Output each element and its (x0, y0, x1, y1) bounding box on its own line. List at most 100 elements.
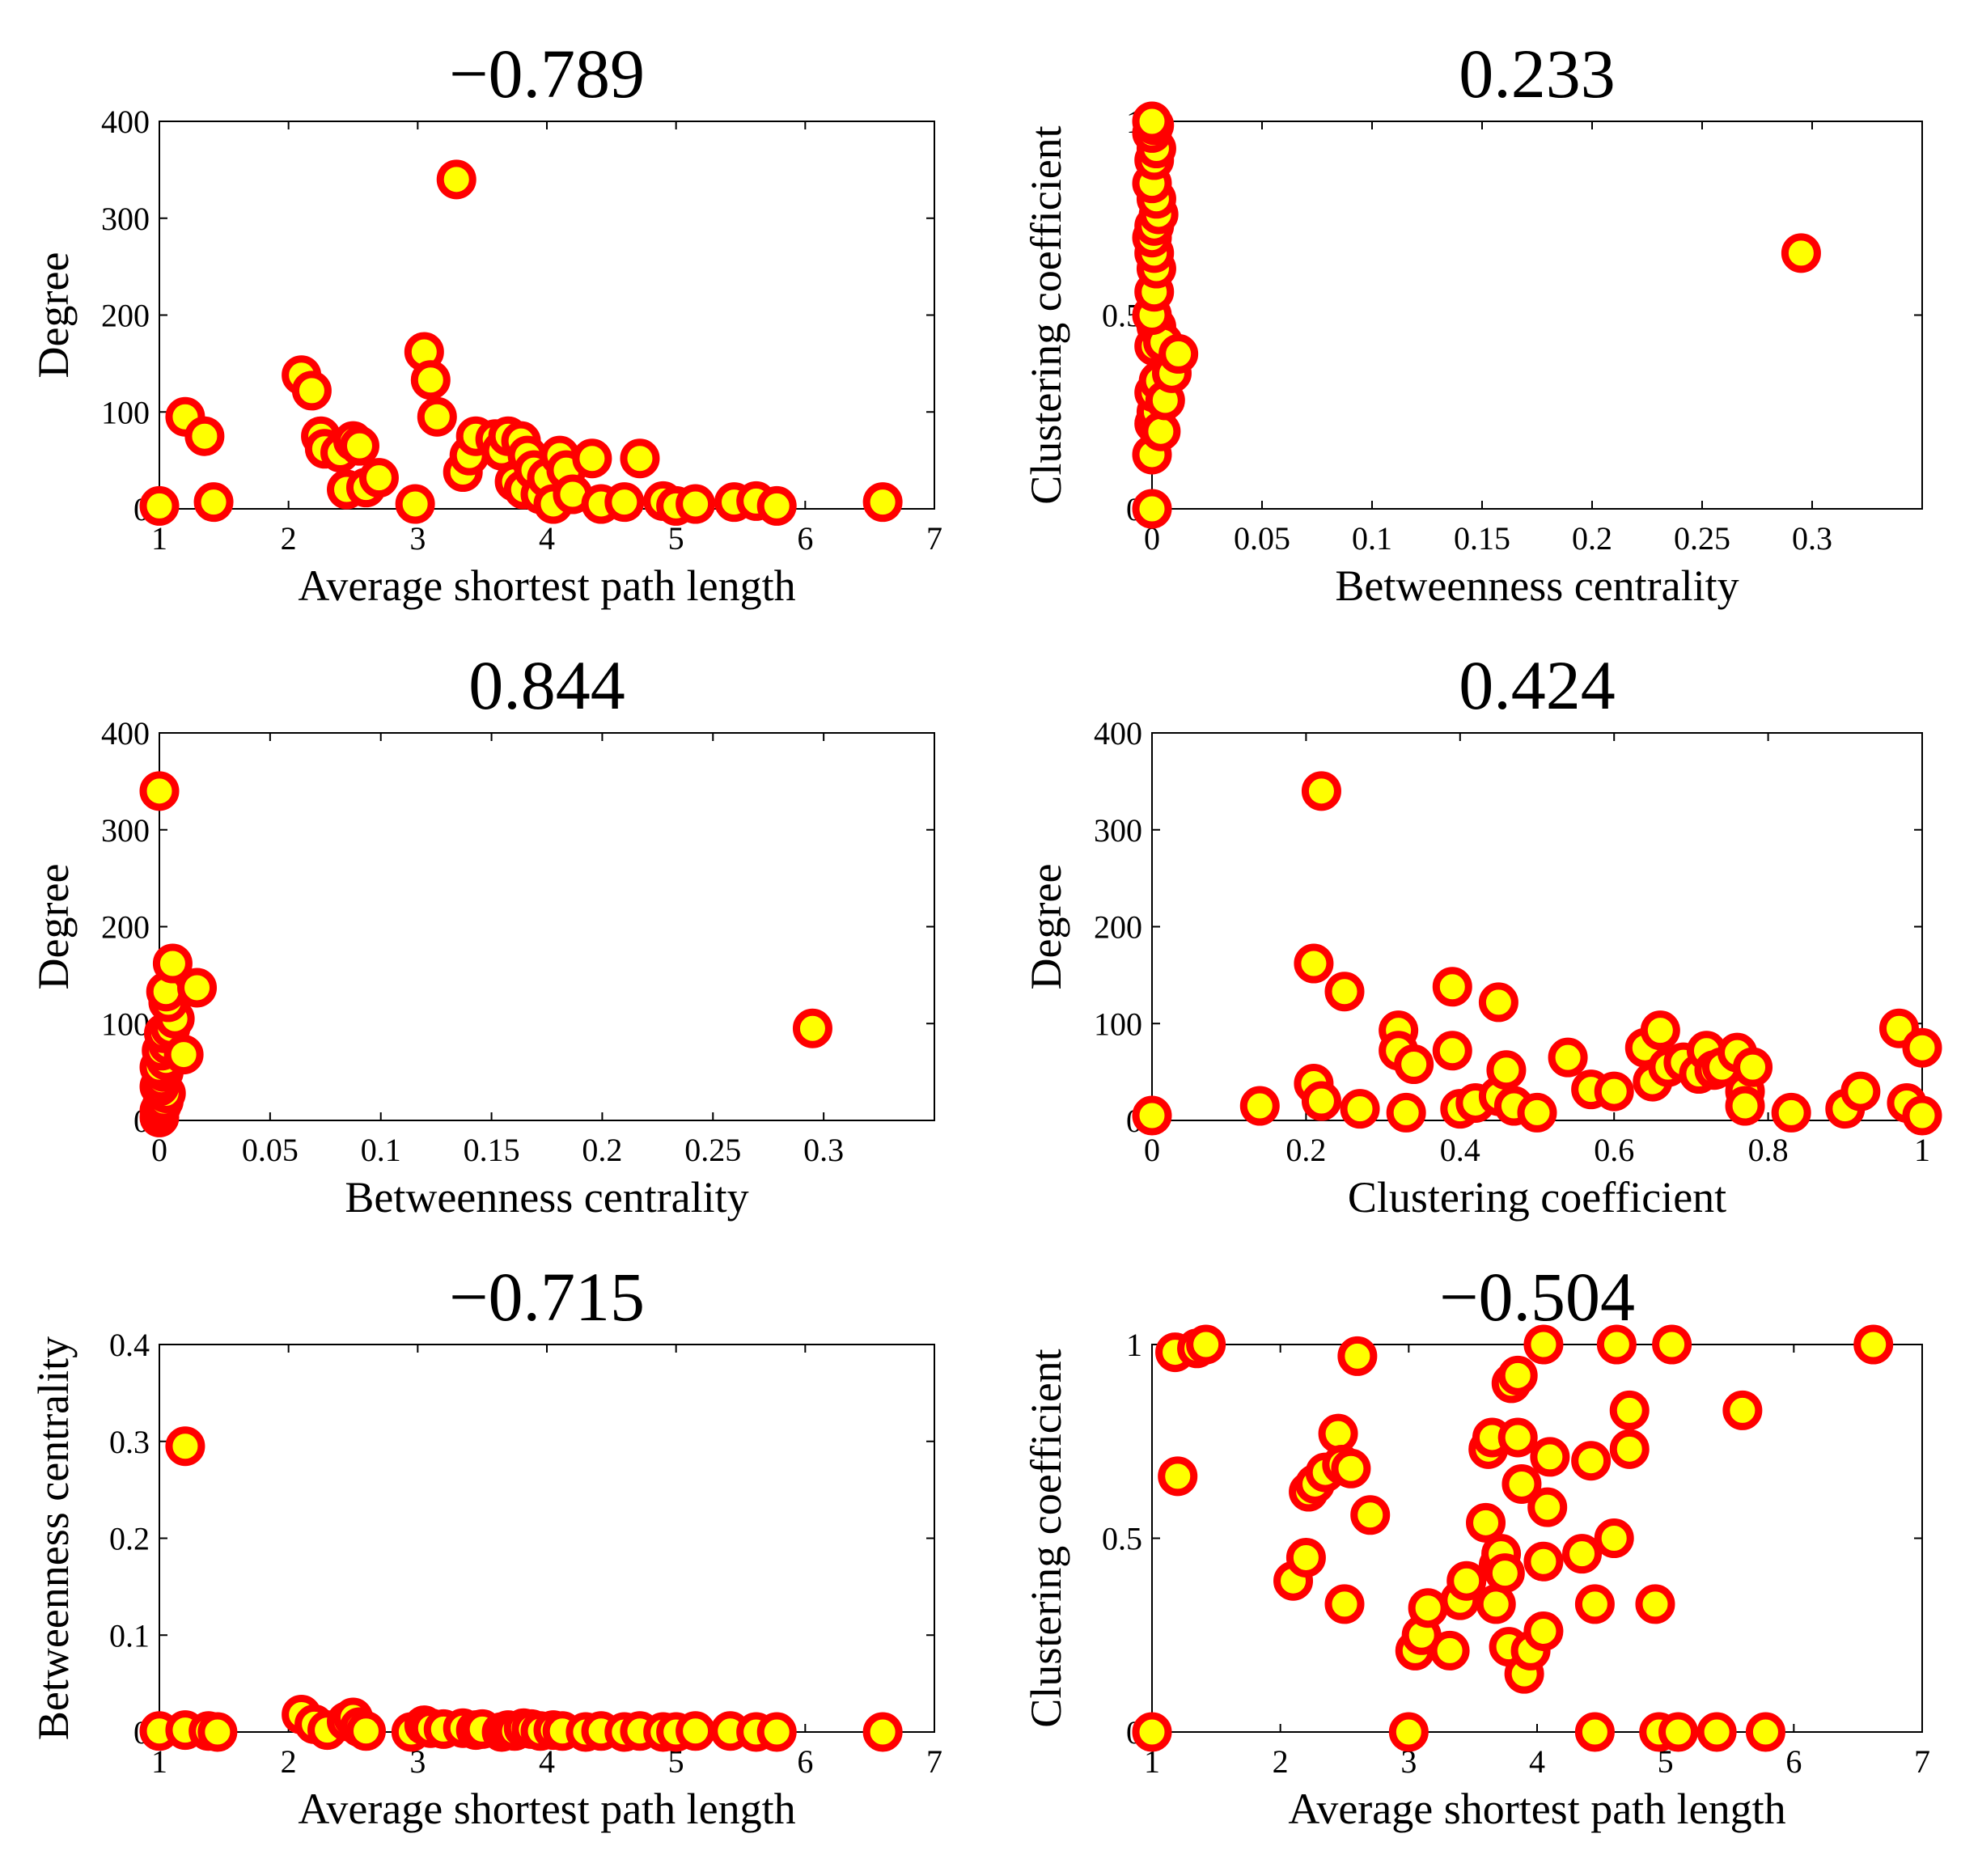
x-axis-label: Average shortest path length (298, 1785, 795, 1833)
data-point (1497, 1355, 1538, 1395)
data-point (1781, 233, 1821, 273)
plot-title: −0.504 (1439, 1258, 1635, 1336)
y-tick-label: 300 (101, 812, 150, 849)
y-tick-label: 0.4 (109, 1327, 150, 1363)
data-point (1574, 1712, 1615, 1752)
data-point (1318, 1413, 1358, 1454)
data-point (1530, 1437, 1570, 1477)
plot-1: −0.78912345670100200300400Average shorte… (29, 35, 942, 610)
x-tick-label: 5 (1658, 1743, 1674, 1780)
data-point (152, 943, 193, 984)
data-point (339, 426, 379, 466)
x-tick-label: 0.15 (464, 1132, 520, 1168)
axes-box (1151, 121, 1923, 510)
x-tick-label: 0.2 (1572, 520, 1612, 557)
data-point (1722, 1390, 1763, 1430)
data-point (1386, 1092, 1426, 1133)
y-tick-label: 300 (101, 201, 150, 237)
data-point (291, 371, 332, 411)
y-axis-label: Betweenness centrality (29, 1336, 78, 1740)
axes-box (1151, 732, 1923, 1121)
data-point (1640, 1010, 1680, 1051)
x-tick-label: 0.2 (1285, 1132, 1326, 1168)
y-axis-label: Clustering coefficient (1022, 125, 1070, 504)
x-tick-label: 4 (539, 520, 555, 557)
plot-4: 0.42400.20.40.60.810100200300400Clusteri… (1022, 646, 1942, 1222)
data-point (1486, 1050, 1527, 1090)
data-point (1429, 1630, 1470, 1671)
y-tick-label: 200 (101, 298, 150, 334)
x-tick-label: 3 (409, 520, 426, 557)
y-axis-label: Degree (29, 864, 78, 990)
data-point (1497, 1417, 1538, 1458)
data-point (1432, 967, 1472, 1007)
data-point (1527, 1487, 1568, 1527)
data-point (862, 1712, 903, 1752)
data-point (1548, 1037, 1588, 1078)
data-point (1574, 1584, 1615, 1624)
x-tick-label: 1 (151, 1743, 167, 1780)
plot-title: 0.844 (468, 646, 625, 724)
data-point (436, 159, 476, 200)
data-point (163, 1035, 204, 1075)
x-tick-label: 0.8 (1748, 1132, 1789, 1168)
data-point (1902, 1095, 1942, 1136)
x-tick-label: 0 (1144, 1132, 1160, 1168)
data-point (410, 360, 451, 400)
x-tick-label: 1 (1144, 1743, 1160, 1780)
data-point (1350, 1495, 1391, 1535)
data-point (1733, 1047, 1773, 1087)
data-point (417, 396, 457, 437)
data-point (1388, 1712, 1429, 1752)
data-point (1478, 982, 1518, 1023)
data-point (1141, 411, 1181, 451)
plot-title: −0.715 (449, 1258, 645, 1336)
x-tick-label: 4 (539, 1743, 555, 1780)
data-point (1523, 1324, 1564, 1365)
data-point (572, 438, 612, 479)
data-point (1324, 1584, 1365, 1624)
data-point (862, 482, 903, 523)
x-axis-label: Betweenness centrality (345, 1173, 748, 1222)
data-point (792, 1008, 832, 1048)
data-point (1523, 1611, 1564, 1651)
data-point (1186, 1324, 1226, 1365)
x-tick-label: 6 (797, 520, 813, 557)
data-point (1331, 1448, 1371, 1489)
y-tick-label: 100 (101, 1006, 150, 1042)
x-tick-label: 5 (668, 520, 684, 557)
data-point (177, 968, 218, 1008)
x-tick-label: 7 (1914, 1743, 1930, 1780)
data-point (1594, 1518, 1634, 1558)
y-tick-label: 0.5 (1102, 1521, 1142, 1557)
plot-title: −0.789 (449, 35, 645, 112)
data-point (1337, 1336, 1378, 1376)
y-tick-label: 100 (1094, 1006, 1142, 1042)
data-point (165, 1426, 205, 1467)
x-tick-label: 7 (926, 520, 942, 557)
data-point (1285, 1537, 1326, 1577)
x-tick-label: 0 (1144, 520, 1160, 557)
data-point (1517, 1092, 1557, 1133)
x-tick-label: 0.15 (1454, 520, 1510, 557)
data-point (1853, 1324, 1894, 1365)
x-tick-label: 6 (797, 1743, 813, 1780)
y-tick-label: 200 (101, 909, 150, 946)
data-point (1609, 1429, 1650, 1469)
data-point (1294, 943, 1334, 984)
data-point (1301, 771, 1341, 811)
x-axis-label: Betweenness centrality (1335, 561, 1739, 610)
y-tick-label: 400 (101, 715, 150, 752)
data-point (1501, 1463, 1542, 1504)
data-point (1132, 489, 1172, 529)
x-tick-label: 0.1 (361, 1132, 401, 1168)
x-axis-label: Average shortest path length (298, 561, 795, 610)
data-point (1571, 1441, 1612, 1481)
data-point (1394, 1044, 1434, 1085)
axes-box (159, 1344, 935, 1733)
data-point (139, 771, 180, 811)
y-axis-label: Clustering coefficient (1022, 1349, 1070, 1727)
data-point (1596, 1324, 1637, 1365)
data-point (1408, 1588, 1448, 1628)
x-tick-label: 0.05 (242, 1132, 299, 1168)
